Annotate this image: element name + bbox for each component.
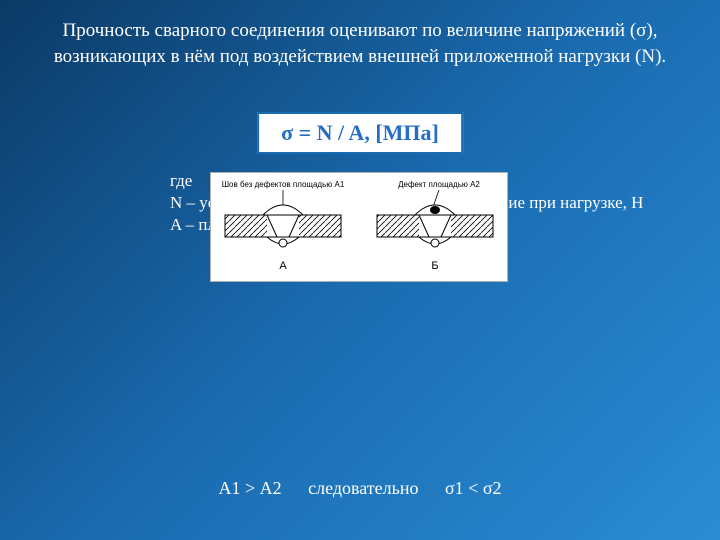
conclusion-mid: следовательно <box>308 478 418 498</box>
caption-left: Шов без дефектов площадью А1 <box>222 180 345 189</box>
defect-spot <box>430 206 440 214</box>
conclusion-left: А1 > А2 <box>218 478 281 498</box>
weld-left: Шов без дефектов площадью А1 A <box>222 180 345 272</box>
weld-right: Дефект площадью А2 Б <box>377 180 493 272</box>
weld-diagram: Шов без дефектов площадью А1 A Дефект п <box>210 172 508 282</box>
conclusion-right: σ1 < σ2 <box>445 478 502 498</box>
slide-title: Прочность сварного соединения оценивают … <box>40 18 680 69</box>
caption-right: Дефект площадью А2 <box>398 180 480 189</box>
conclusion-line: А1 > А2 следовательно σ1 < σ2 <box>0 478 720 499</box>
label-right: Б <box>431 260 438 272</box>
formula-box: σ = N / A, [МПа] <box>257 112 463 154</box>
label-left: A <box>279 260 287 272</box>
